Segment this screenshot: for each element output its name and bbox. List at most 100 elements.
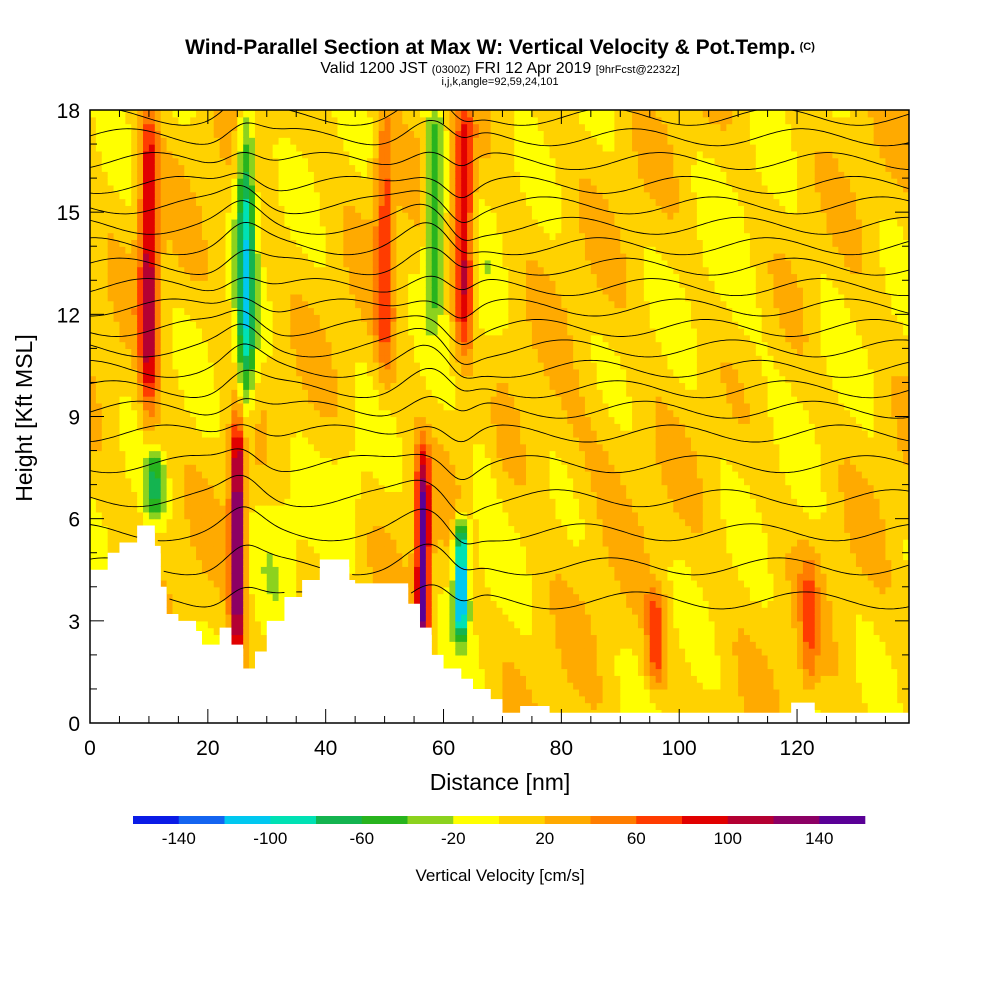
- vv-cell: [137, 402, 144, 411]
- vv-cell: [302, 402, 309, 411]
- vv-cell: [278, 368, 286, 377]
- vv-cell: [296, 273, 303, 281]
- vv-cell: [266, 491, 274, 499]
- vv-cell: [219, 498, 227, 506]
- vv-cell: [361, 389, 368, 397]
- vv-cell: [154, 321, 162, 329]
- vv-cell: [325, 416, 333, 424]
- vv-cell: [366, 436, 374, 445]
- vv-cell: [355, 321, 362, 329]
- vv-cell: [154, 307, 162, 315]
- vv-cell: [249, 198, 256, 206]
- vv-cell: [213, 239, 221, 247]
- vv-cell: [331, 518, 339, 527]
- vv-cell: [172, 579, 179, 588]
- vv-cell: [378, 184, 386, 193]
- vv-cell: [455, 436, 462, 445]
- vv-cell: [143, 362, 150, 370]
- vv-cell: [254, 341, 262, 349]
- vv-cell: [431, 491, 439, 499]
- vv-cell: [284, 287, 291, 295]
- vv-cell: [178, 327, 185, 336]
- vv-cell: [467, 232, 474, 241]
- vv-cell: [472, 675, 480, 683]
- vv-cell: [396, 137, 403, 145]
- vv-cell: [143, 178, 150, 186]
- vv-cell: [143, 123, 150, 132]
- vv-cell: [396, 362, 403, 370]
- vv-cell: [284, 191, 291, 200]
- vv-cell: [160, 116, 168, 125]
- vv-cell: [119, 164, 126, 172]
- vv-cell: [319, 280, 327, 288]
- vv-cell: [172, 307, 179, 315]
- vv-cell: [437, 246, 445, 254]
- vv-cell: [366, 552, 374, 561]
- vv-cell: [396, 518, 403, 527]
- vv-cell: [254, 552, 262, 561]
- vv-cell: [472, 362, 480, 370]
- vv-cell: [231, 137, 238, 145]
- vv-cell: [184, 552, 191, 561]
- vv-cell: [443, 477, 451, 486]
- vv-cell: [125, 498, 132, 506]
- vv-cell: [148, 477, 156, 486]
- vv-cell: [243, 334, 250, 343]
- vv-cell: [249, 539, 256, 547]
- vv-cell: [478, 682, 486, 690]
- vv-cell: [125, 457, 132, 465]
- vv-cell: [131, 280, 138, 288]
- vv-cell: [425, 171, 433, 179]
- vv-cell: [196, 443, 203, 452]
- vv-cell: [396, 477, 403, 486]
- vv-cell: [302, 518, 309, 527]
- vv-cell: [396, 355, 403, 363]
- vv-cell: [402, 232, 409, 241]
- vv-cell: [384, 205, 392, 213]
- vv-cell: [449, 620, 456, 629]
- vv-cell: [431, 498, 439, 506]
- vv-cell: [148, 464, 156, 472]
- vv-cell: [278, 511, 286, 520]
- vv-cell: [260, 620, 268, 629]
- vv-cell: [125, 225, 132, 234]
- vv-cell: [396, 539, 403, 547]
- vv-cell: [225, 116, 233, 125]
- vv-cell: [443, 116, 451, 125]
- vv-cell: [313, 505, 321, 513]
- vv-cell: [319, 375, 327, 384]
- vv-cell: [166, 307, 174, 315]
- vv-cell: [254, 150, 262, 159]
- vv-cell: [237, 450, 244, 458]
- vv-cell: [201, 477, 209, 486]
- vv-cell: [278, 341, 286, 349]
- vv-cell: [154, 389, 162, 397]
- vv-cell: [249, 409, 256, 418]
- vv-cell: [425, 607, 433, 615]
- vv-cell: [184, 457, 191, 465]
- vv-cell: [325, 518, 333, 527]
- vv-cell: [290, 545, 297, 554]
- vv-cell: [219, 253, 227, 261]
- vv-cell: [313, 164, 321, 172]
- vv-cell: [201, 273, 209, 281]
- vv-cell: [213, 130, 221, 138]
- vv-cell: [284, 300, 291, 309]
- vv-cell: [419, 253, 427, 261]
- vv-cell: [390, 545, 397, 554]
- vv-cell: [408, 178, 415, 186]
- vv-cell: [190, 464, 197, 472]
- vv-cell: [419, 470, 427, 479]
- vv-cell: [455, 191, 462, 200]
- vv-cell: [266, 225, 274, 234]
- vv-cell: [467, 600, 474, 608]
- vv-cell: [390, 566, 397, 574]
- vv-cell: [213, 150, 221, 159]
- vv-cell: [178, 280, 185, 288]
- vv-cell: [207, 477, 215, 486]
- vv-cell: [113, 341, 121, 349]
- vv-cell: [243, 327, 250, 336]
- vv-cell: [343, 178, 350, 186]
- vv-cell: [219, 205, 227, 213]
- vv-cell: [319, 293, 327, 302]
